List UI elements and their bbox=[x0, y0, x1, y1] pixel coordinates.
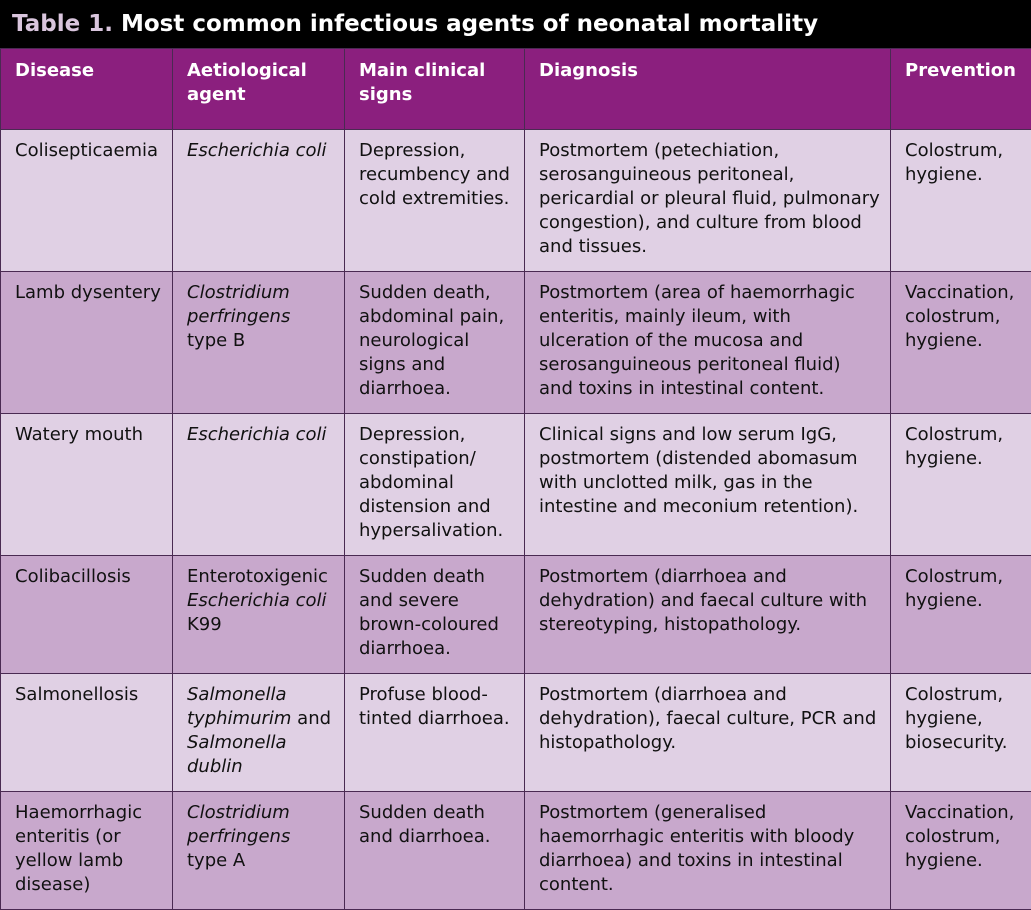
header-signs: Main clinical signs bbox=[345, 49, 525, 130]
table-caption: Most common infectious agents of neonata… bbox=[113, 11, 818, 37]
cell-diagnosis: Postmortem (diarrhoea and dehydration) a… bbox=[525, 556, 891, 674]
cell-diagnosis: Clinical signs and low serum IgG, postmo… bbox=[525, 414, 891, 556]
agent-text: Salmonella dublin bbox=[187, 732, 287, 777]
table-row: Haemorrhagic enteritis (or yellow lamb d… bbox=[1, 792, 1031, 910]
cell-signs: Depression, recumbency and cold extremit… bbox=[345, 130, 525, 272]
cell-prevention: Vaccination, colostrum, hygiene. bbox=[891, 272, 1031, 414]
header-diagnosis: Diagnosis bbox=[525, 49, 891, 130]
table-row: Watery mouth Escherichia coli Depression, … bbox=[1, 414, 1031, 556]
cell-diagnosis: Postmortem (petechiation, serosanguineou… bbox=[525, 130, 891, 272]
agent-text: Escherichia coli bbox=[187, 424, 327, 445]
header-disease: Disease bbox=[1, 49, 173, 130]
table-row: Colisepticaemia Escherichia coli Depressio… bbox=[1, 130, 1031, 272]
cell-diagnosis: Postmortem (generalised haemorrhagic ent… bbox=[525, 792, 891, 910]
cell-disease: Lamb dysentery bbox=[1, 272, 173, 414]
cell-disease: Colisepticaemia bbox=[1, 130, 173, 272]
table-number: Table 1. bbox=[12, 11, 113, 37]
cell-prevention: Colostrum, hygiene, biosecurity. bbox=[891, 674, 1031, 792]
cell-signs: Depression, constipation/ abdominal dist… bbox=[345, 414, 525, 556]
agent-text: Clostridium perfringens bbox=[187, 802, 290, 847]
cell-disease: Haemorrhagic enteritis (or yellow lamb d… bbox=[1, 792, 173, 910]
cell-prevention: Colostrum, hygiene. bbox=[891, 130, 1031, 272]
cell-agent: Clostridium perfringens type A bbox=[173, 792, 345, 910]
cell-prevention: Colostrum, hygiene. bbox=[891, 556, 1031, 674]
cell-signs: Sudden death and diarrhoea. bbox=[345, 792, 525, 910]
agent-text: Clostridium perfringens bbox=[187, 282, 290, 327]
cell-agent: Salmonella typhimurim and Salmonella dub… bbox=[173, 674, 345, 792]
agent-text: K99 bbox=[187, 614, 222, 635]
cell-signs: Sudden death, abdominal pain, neurologic… bbox=[345, 272, 525, 414]
header-agent: Aetiological agent bbox=[173, 49, 345, 130]
cell-disease: Colibacillosis bbox=[1, 556, 173, 674]
agent-text: Escherichia coli bbox=[187, 590, 327, 611]
header-prevention: Prevention bbox=[891, 49, 1031, 130]
cell-agent: Escherichia coli bbox=[173, 414, 345, 556]
agent-text: and bbox=[291, 708, 331, 729]
agent-text: type B bbox=[187, 330, 245, 351]
cell-agent: Enterotoxigenic Escherichia coli K99 bbox=[173, 556, 345, 674]
cell-agent: Clostridium perfringens type B bbox=[173, 272, 345, 414]
cell-diagnosis: Postmortem (area of haemorrhagic enterit… bbox=[525, 272, 891, 414]
infectious-agents-table: Disease Aetiological agent Main clinical… bbox=[0, 48, 1031, 910]
table-title: Table 1. Most common infectious agents o… bbox=[0, 0, 1031, 48]
cell-signs: Sudden death and severe brown-coloured d… bbox=[345, 556, 525, 674]
cell-signs: Profuse blood-tinted diarrhoea. bbox=[345, 674, 525, 792]
agent-text: Salmonella typhimurim bbox=[187, 684, 291, 729]
agent-text: Enterotoxigenic bbox=[187, 566, 328, 587]
cell-prevention: Colostrum, hygiene. bbox=[891, 414, 1031, 556]
agent-text: Escherichia coli bbox=[187, 140, 327, 161]
cell-disease: Watery mouth bbox=[1, 414, 173, 556]
header-row: Disease Aetiological agent Main clinical… bbox=[1, 49, 1031, 130]
cell-disease: Salmonellosis bbox=[1, 674, 173, 792]
agent-text: type A bbox=[187, 850, 245, 871]
cell-agent: Escherichia coli bbox=[173, 130, 345, 272]
cell-diagnosis: Postmortem (diarrhoea and dehydration), … bbox=[525, 674, 891, 792]
cell-prevention: Vaccination, colostrum, hygiene. bbox=[891, 792, 1031, 910]
